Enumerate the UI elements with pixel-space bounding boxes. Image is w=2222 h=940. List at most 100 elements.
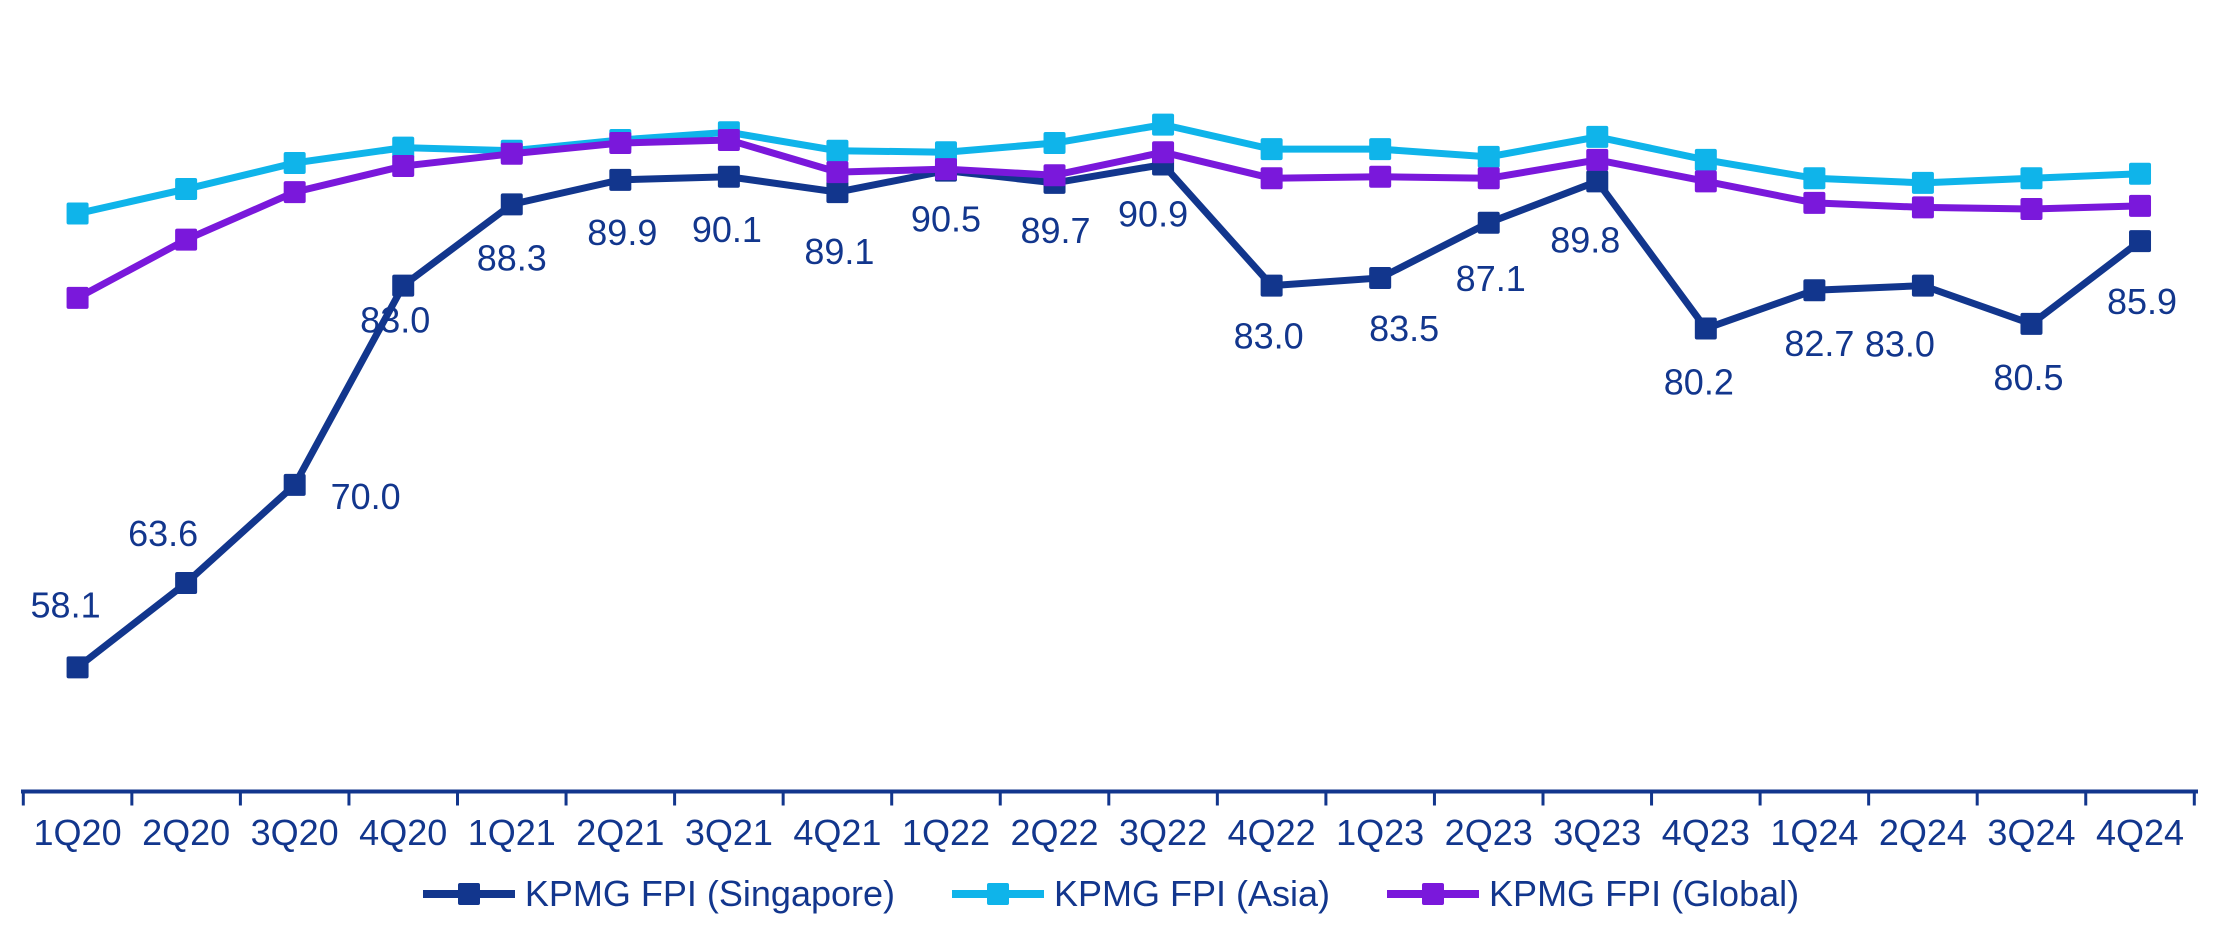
data-point-marker — [1911, 171, 1934, 194]
data-point-marker — [826, 139, 849, 162]
data-point-marker — [392, 274, 415, 297]
x-axis-label: 1Q20 — [34, 812, 122, 853]
legend-marker — [952, 883, 1045, 905]
data-point-marker — [934, 141, 957, 164]
legend-square — [457, 883, 480, 905]
data-point-marker — [934, 158, 957, 181]
data-point-marker — [1152, 113, 1175, 136]
x-axis: 1Q20 2Q20 3Q20 4Q20 1Q21 2Q21 3Q21 4Q21 1Q22 2Q22… — [21, 789, 2198, 853]
legend-square — [1422, 883, 1445, 905]
data-point-marker — [392, 136, 415, 159]
data-point-marker — [392, 155, 415, 178]
x-axis-label: 4Q21 — [793, 812, 881, 853]
series-kpmg-fpi-singapore — [66, 153, 2152, 679]
data-point-marker — [2129, 162, 2152, 185]
data-point-label: 82.7 — [1784, 323, 1854, 364]
data-point-marker — [1369, 165, 1392, 188]
data-point-marker — [1152, 141, 1175, 164]
data-point-marker — [1369, 138, 1392, 161]
legend-marker — [1387, 883, 1480, 905]
data-point-marker — [1477, 211, 1500, 234]
legend-label: KPMG FPI (Asia) — [1054, 873, 1331, 914]
data-point-marker — [1911, 196, 1934, 219]
x-axis-label: 4Q20 — [359, 812, 447, 853]
data-point-marker — [1586, 170, 1609, 193]
x-axis-label: 3Q24 — [1987, 812, 2075, 853]
series-line — [75, 136, 2141, 301]
data-point-marker — [1477, 167, 1500, 190]
data-point-marker — [2129, 194, 2152, 217]
data-point-marker — [717, 165, 740, 188]
data-point-marker — [66, 202, 89, 225]
data-point-marker — [1694, 148, 1717, 171]
x-axis-label: 4Q23 — [1662, 812, 1750, 853]
data-point-label: 85.9 — [2107, 281, 2177, 322]
series-line — [75, 160, 2143, 671]
data-point-marker — [1043, 164, 1066, 187]
data-point-label: 89.1 — [804, 231, 874, 272]
x-axis-label: 1Q21 — [468, 812, 556, 853]
legend-label: KPMG FPI (Global) — [1489, 873, 1800, 914]
x-axis-label: 2Q21 — [576, 812, 664, 853]
x-axis-label: 2Q20 — [142, 812, 230, 853]
data-point-marker — [283, 181, 306, 204]
data-point-marker — [1477, 145, 1500, 168]
data-point-label: 87.1 — [1456, 258, 1526, 299]
data-point-marker — [175, 228, 198, 251]
data-point-marker — [826, 161, 849, 184]
data-point-marker — [66, 286, 89, 309]
x-axis-label: 4Q22 — [1228, 812, 1316, 853]
data-point-marker — [609, 168, 632, 191]
data-point-marker — [2129, 230, 2152, 253]
data-point-marker — [1911, 274, 1934, 297]
legend-item-kpmg-fpi-asia: KPMG FPI (Asia) — [952, 873, 1330, 915]
data-point-label: 90.9 — [1118, 194, 1188, 235]
x-axis-label: 3Q22 — [1119, 812, 1207, 853]
data-point-marker — [1694, 170, 1717, 193]
data-point-marker — [1803, 191, 1826, 214]
data-point-label: 58.1 — [31, 584, 101, 625]
data-point-label: 89.8 — [1550, 219, 1620, 260]
data-point-marker — [2020, 197, 2043, 220]
x-axis-label: 2Q23 — [1445, 812, 1533, 853]
x-axis-label: 3Q20 — [251, 812, 339, 853]
data-point-marker — [717, 128, 740, 151]
x-axis-label: 4Q24 — [2096, 812, 2184, 853]
data-point-marker — [1803, 167, 1826, 190]
x-axis-label: 3Q21 — [685, 812, 773, 853]
legend: KPMG FPI (Singapore) KPMG FPI (Asia) KPMG … — [0, 873, 2222, 915]
data-point-marker — [283, 473, 306, 496]
x-axis-label: 1Q23 — [1336, 812, 1424, 853]
data-point-label: 63.6 — [128, 513, 198, 554]
legend-item-kpmg-fpi-global: KPMG FPI (Global) — [1387, 873, 1799, 915]
data-point-marker — [1260, 274, 1283, 297]
x-axis-label: 1Q22 — [902, 812, 990, 853]
data-point-marker — [500, 142, 523, 165]
data-point-label: 90.1 — [692, 209, 762, 250]
data-point-marker — [1260, 167, 1283, 190]
x-axis-label: 3Q23 — [1553, 812, 1641, 853]
data-point-label: 89.9 — [587, 212, 657, 253]
data-point-marker — [175, 178, 198, 201]
data-point-marker — [1043, 132, 1066, 155]
data-point-marker — [1803, 279, 1826, 302]
data-point-marker — [1369, 266, 1392, 289]
data-point-label: 83.5 — [1369, 308, 1439, 349]
data-point-marker — [609, 132, 632, 155]
legend-label: KPMG FPI (Singapore) — [524, 873, 896, 914]
data-point-marker — [1586, 148, 1609, 171]
x-axis-label: 2Q24 — [1879, 812, 1967, 853]
data-point-label: 83.0 — [1234, 316, 1304, 357]
data-point-label: 80.2 — [1664, 362, 1734, 403]
data-point-label: 80.5 — [1993, 357, 2063, 398]
legend-marker — [422, 883, 515, 905]
data-point-marker — [175, 572, 198, 595]
series-kpmg-fpi-global — [66, 128, 2152, 309]
legend-square — [987, 883, 1010, 905]
data-point-marker — [1586, 125, 1609, 148]
data-point-marker — [2020, 312, 2043, 335]
x-axis-label: 1Q24 — [1770, 812, 1858, 853]
legend-item-kpmg-fpi-singapore: KPMG FPI (Singapore) — [422, 873, 896, 915]
